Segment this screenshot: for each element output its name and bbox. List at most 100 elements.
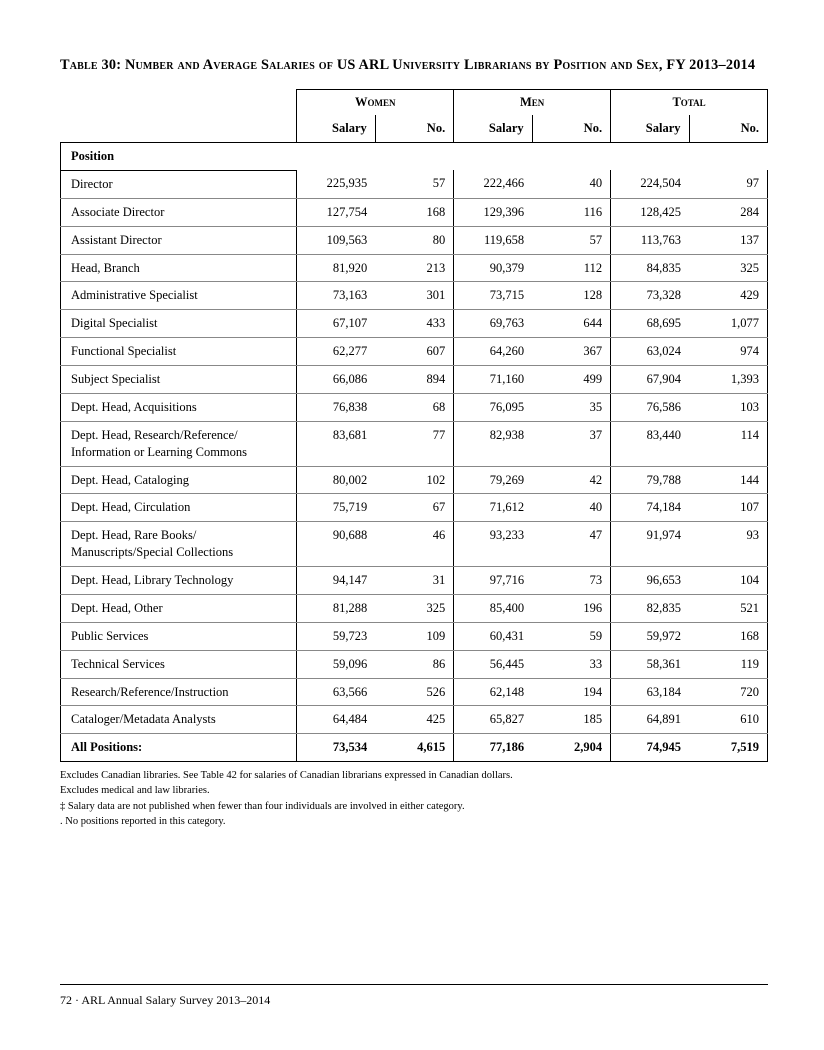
table-row: Dept. Head, Research/Reference/ Informat…: [61, 421, 768, 466]
value-cell: 196: [532, 594, 610, 622]
table-row: Cataloger/Metadata Analysts64,48442565,8…: [61, 706, 768, 734]
value-cell: 1,077: [689, 310, 767, 338]
value-cell: 71,612: [454, 494, 532, 522]
value-cell: 40: [532, 494, 610, 522]
value-cell: 59,723: [297, 622, 375, 650]
value-cell: 76,838: [297, 393, 375, 421]
value-cell: 127,754: [297, 198, 375, 226]
value-cell: 119: [689, 650, 767, 678]
value-cell: 7,519: [689, 734, 767, 762]
table-row: Administrative Specialist73,16330173,715…: [61, 282, 768, 310]
value-cell: 224,504: [611, 170, 689, 198]
value-cell: 56,445: [454, 650, 532, 678]
value-cell: 71,160: [454, 366, 532, 394]
value-cell: 67,904: [611, 366, 689, 394]
value-cell: 57: [532, 226, 610, 254]
position-cell: Assistant Director: [61, 226, 297, 254]
value-cell: 425: [375, 706, 453, 734]
value-cell: 68,695: [611, 310, 689, 338]
value-cell: 46: [375, 522, 453, 567]
position-cell: Dept. Head, Circulation: [61, 494, 297, 522]
note-line: Excludes Canadian libraries. See Table 4…: [60, 768, 768, 783]
position-cell: Dept. Head, Rare Books/ Manuscripts/Spec…: [61, 522, 297, 567]
value-cell: 60,431: [454, 622, 532, 650]
col-women-no: No.: [375, 115, 453, 142]
value-cell: 69,763: [454, 310, 532, 338]
value-cell: 65,827: [454, 706, 532, 734]
value-cell: 63,024: [611, 338, 689, 366]
value-cell: 102: [375, 466, 453, 494]
col-group-men: Men: [454, 90, 611, 115]
position-cell: All Positions:: [61, 734, 297, 762]
value-cell: 75,719: [297, 494, 375, 522]
value-cell: 59,972: [611, 622, 689, 650]
value-cell: 57: [375, 170, 453, 198]
position-cell: Cataloger/Metadata Analysts: [61, 706, 297, 734]
value-cell: 225,935: [297, 170, 375, 198]
value-cell: 83,681: [297, 421, 375, 466]
value-cell: 97,716: [454, 567, 532, 595]
table-title: Table 30: Number and Average Salaries of…: [60, 56, 768, 75]
table-row: Dept. Head, Library Technology94,1473197…: [61, 567, 768, 595]
col-men-salary: Salary: [454, 115, 532, 142]
value-cell: 58,361: [611, 650, 689, 678]
value-cell: 74,945: [611, 734, 689, 762]
value-cell: 73,534: [297, 734, 375, 762]
position-cell: Head, Branch: [61, 254, 297, 282]
table-row: Subject Specialist66,08689471,16049967,9…: [61, 366, 768, 394]
value-cell: 64,891: [611, 706, 689, 734]
value-cell: 64,484: [297, 706, 375, 734]
value-cell: 129,396: [454, 198, 532, 226]
position-cell: Research/Reference/Instruction: [61, 678, 297, 706]
value-cell: 64,260: [454, 338, 532, 366]
value-cell: 499: [532, 366, 610, 394]
value-cell: 37: [532, 421, 610, 466]
position-cell: Dept. Head, Library Technology: [61, 567, 297, 595]
table-row: Technical Services59,0968656,4453358,361…: [61, 650, 768, 678]
table-notes: Excludes Canadian libraries. See Table 4…: [60, 768, 768, 829]
col-position: Position: [61, 143, 297, 171]
value-cell: 720: [689, 678, 767, 706]
value-cell: 42: [532, 466, 610, 494]
value-cell: 68: [375, 393, 453, 421]
value-cell: 63,184: [611, 678, 689, 706]
value-cell: 73,163: [297, 282, 375, 310]
value-cell: 1,393: [689, 366, 767, 394]
value-cell: 301: [375, 282, 453, 310]
value-cell: 80: [375, 226, 453, 254]
table-row: Dept. Head, Acquisitions76,8386876,09535…: [61, 393, 768, 421]
note-line: Excludes medical and law libraries.: [60, 783, 768, 798]
value-cell: 84,835: [611, 254, 689, 282]
value-cell: 607: [375, 338, 453, 366]
table-row: Assistant Director109,56380119,65857113,…: [61, 226, 768, 254]
position-cell: Associate Director: [61, 198, 297, 226]
value-cell: 47: [532, 522, 610, 567]
value-cell: 367: [532, 338, 610, 366]
position-cell: Dept. Head, Research/Reference/ Informat…: [61, 421, 297, 466]
value-cell: 222,466: [454, 170, 532, 198]
value-cell: 79,788: [611, 466, 689, 494]
value-cell: 66,086: [297, 366, 375, 394]
salary-table: Women Men Total Salary No. Salary No. Sa…: [60, 89, 768, 762]
value-cell: 185: [532, 706, 610, 734]
position-cell: Dept. Head, Acquisitions: [61, 393, 297, 421]
col-women-salary: Salary: [297, 115, 375, 142]
table-row: Functional Specialist62,27760764,2603676…: [61, 338, 768, 366]
col-group-women: Women: [297, 90, 454, 115]
publication-name: ARL Annual Salary Survey 2013–2014: [81, 993, 270, 1007]
value-cell: 31: [375, 567, 453, 595]
value-cell: 93: [689, 522, 767, 567]
value-cell: 168: [689, 622, 767, 650]
value-cell: 81,288: [297, 594, 375, 622]
value-cell: 128,425: [611, 198, 689, 226]
value-cell: 113,763: [611, 226, 689, 254]
table-row: Associate Director127,754168129,39611612…: [61, 198, 768, 226]
value-cell: 94,147: [297, 567, 375, 595]
value-cell: 521: [689, 594, 767, 622]
value-cell: 77,186: [454, 734, 532, 762]
value-cell: 213: [375, 254, 453, 282]
value-cell: 284: [689, 198, 767, 226]
position-cell: Director: [61, 170, 297, 198]
value-cell: 40: [532, 170, 610, 198]
value-cell: 114: [689, 421, 767, 466]
